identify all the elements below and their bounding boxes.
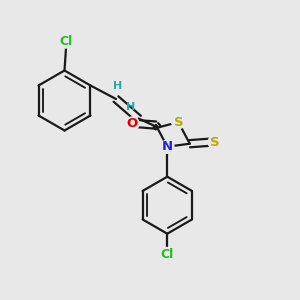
Text: H: H — [113, 81, 122, 92]
Text: N: N — [162, 140, 173, 153]
Text: S: S — [210, 136, 220, 149]
Circle shape — [172, 116, 185, 129]
Circle shape — [208, 136, 221, 149]
Text: Cl: Cl — [161, 248, 174, 261]
Circle shape — [161, 140, 174, 153]
Text: O: O — [127, 117, 138, 130]
Circle shape — [161, 248, 174, 261]
Circle shape — [59, 35, 73, 48]
Text: S: S — [174, 116, 183, 129]
Text: H: H — [126, 102, 136, 112]
Text: Cl: Cl — [59, 35, 73, 48]
Circle shape — [126, 117, 139, 130]
